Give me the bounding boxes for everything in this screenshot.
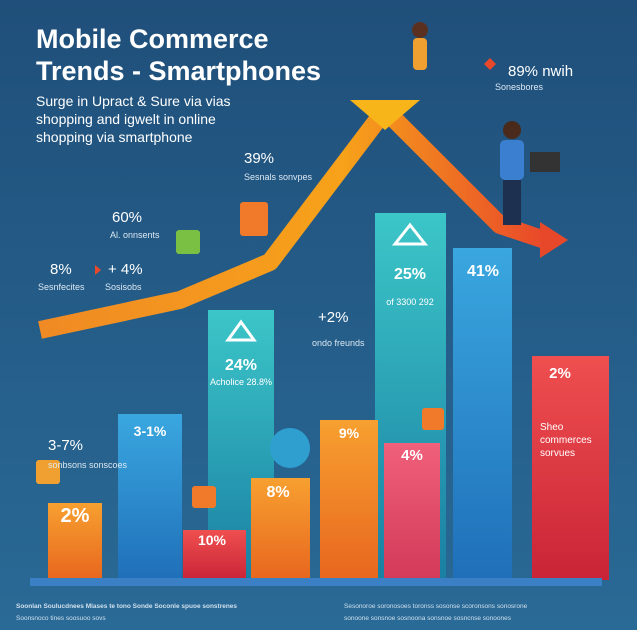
subtitle: Surge in Upract & Sure via vias xyxy=(36,93,231,109)
callout-value: 89% nwih xyxy=(508,63,573,80)
bar-caption: Sheo commerces sorvues xyxy=(540,422,592,459)
bar-label: 4% xyxy=(401,447,423,464)
bars xyxy=(30,213,609,586)
bar-label: 3-1% xyxy=(134,423,167,439)
callout-caption: Sonesbores xyxy=(495,82,544,92)
callout-value: + 4% xyxy=(108,261,143,278)
person xyxy=(413,38,427,70)
footer-text: Soonlan Soulucdnees Mlases te tono Sonde… xyxy=(16,603,237,610)
bar-caption: Acholice 28.8% xyxy=(210,377,272,387)
bar-caption: of 3300 292 xyxy=(386,297,434,307)
subtitle: shopping via smartphone xyxy=(36,129,193,145)
bar-label: 2% xyxy=(549,365,571,382)
bar xyxy=(48,503,102,580)
footer-text: Sesonoroe soronosoes toronss sosonse sco… xyxy=(344,603,528,610)
bar xyxy=(320,420,378,580)
callout-caption: ondo freunds xyxy=(312,338,365,348)
bar-label: 9% xyxy=(339,425,360,441)
bag-icon xyxy=(192,486,216,508)
person xyxy=(412,22,428,38)
bar-label: 24% xyxy=(225,357,257,374)
marker xyxy=(484,58,496,70)
chevron xyxy=(391,222,429,246)
footer-text: Soonsnoco tines soosuoo sovs xyxy=(16,615,106,622)
bar-label: 2% xyxy=(61,505,90,527)
callout-caption: sonbsons sonscoes xyxy=(48,460,128,470)
bag-icon xyxy=(240,202,268,236)
bar-label: 10% xyxy=(198,532,227,548)
bar xyxy=(453,248,512,580)
footer-text: sonoone sonsnoe sosnoona sonsnoe sosncns… xyxy=(344,615,512,622)
bar-label: 25% xyxy=(394,266,426,283)
bag-icon xyxy=(422,408,444,430)
callout-value: +2% xyxy=(318,309,348,326)
title: Mobile Commerce xyxy=(36,24,269,54)
bar xyxy=(118,414,182,580)
callout-caption: Al. onnsents xyxy=(110,230,160,240)
bar-label: 41% xyxy=(467,263,499,280)
bag-icon xyxy=(36,460,60,484)
arrow-peak xyxy=(350,100,420,130)
callout-caption: Sesnfecites xyxy=(38,282,85,292)
callout-value: 3-7% xyxy=(48,437,83,454)
bar xyxy=(532,356,609,580)
person xyxy=(503,121,521,139)
arrow-head xyxy=(540,222,568,258)
bar-label: 8% xyxy=(266,484,289,501)
base-strip xyxy=(30,578,602,586)
marker xyxy=(95,265,101,275)
callout-value: 39% xyxy=(244,150,274,167)
person xyxy=(500,140,524,180)
laptop xyxy=(530,152,560,172)
callout-value: 60% xyxy=(112,209,142,226)
subtitle: shopping and igwelt in online xyxy=(36,111,216,127)
bar xyxy=(384,443,440,580)
bag-icon xyxy=(176,230,200,254)
bar xyxy=(183,530,246,580)
callout-caption: Sesnals sonvpes xyxy=(244,172,313,182)
title: Trends - Smartphones xyxy=(36,56,321,86)
person xyxy=(503,180,521,225)
callout-caption: Sosisobs xyxy=(105,282,142,292)
callout-value: 8% xyxy=(50,261,72,278)
chevron xyxy=(225,319,257,342)
bar xyxy=(251,478,310,580)
globe xyxy=(270,428,310,468)
trend-arrow xyxy=(38,101,548,339)
